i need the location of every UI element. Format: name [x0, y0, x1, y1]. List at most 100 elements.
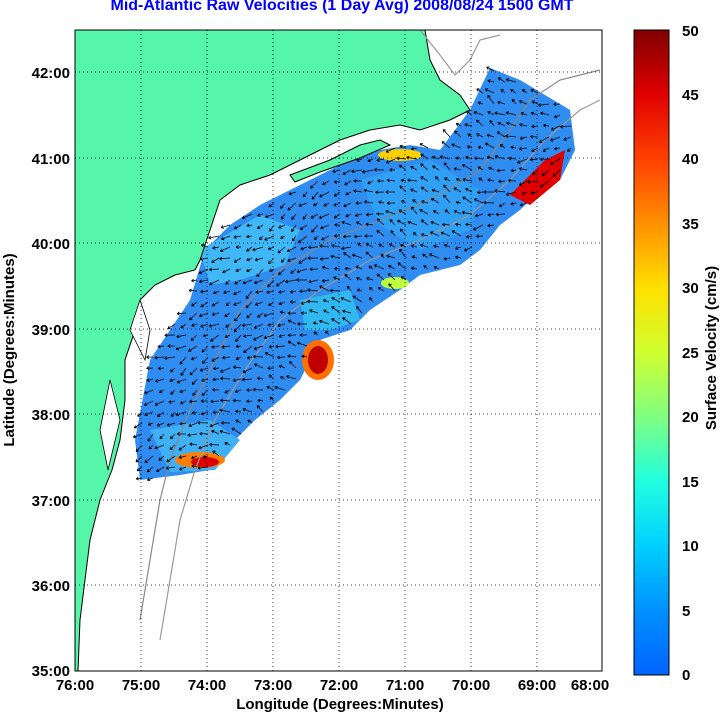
- velocity-arrow: [264, 352, 275, 358]
- velocity-arrow: [222, 268, 231, 274]
- velocity-arrow: [451, 143, 462, 149]
- velocity-arrow: [179, 356, 187, 365]
- velocity-arrow: [498, 179, 506, 184]
- velocity-arrow: [212, 410, 220, 415]
- velocity-arrow: [333, 180, 341, 184]
- velocity-arrow: [369, 286, 374, 292]
- field-patch-1: [200, 215, 300, 285]
- velocity-arrow: [287, 340, 297, 347]
- velocity-arrow: [211, 301, 220, 307]
- velocity-arrow: [299, 224, 308, 230]
- velocity-arrow: [157, 344, 165, 349]
- colorbar-tick-label: 0: [682, 667, 690, 684]
- velocity-arrow: [212, 450, 220, 457]
- x-tick-label: 76:00: [56, 677, 94, 694]
- velocity-arrow: [212, 377, 220, 382]
- velocity-arrow: [299, 289, 308, 294]
- velocity-arrow: [342, 317, 352, 325]
- velocity-arrow: [313, 331, 319, 336]
- velocity-arrow: [497, 121, 506, 127]
- y-tick-label: 38:00: [32, 407, 70, 424]
- velocity-arrow: [298, 202, 308, 207]
- velocity-arrow: [199, 279, 209, 284]
- velocity-arrow: [175, 345, 187, 351]
- x-tick-label: 68:00: [571, 677, 609, 694]
- velocity-arrow: [422, 253, 429, 259]
- velocity-arrow: [242, 279, 253, 285]
- velocity-arrow: [202, 333, 209, 338]
- velocity-arrow: [241, 377, 253, 382]
- velocity-arrow: [278, 224, 286, 229]
- velocity-arrow: [342, 234, 352, 239]
- velocity-arrow: [241, 213, 253, 220]
- velocity-arrow: [519, 202, 528, 207]
- velocity-arrow: [166, 422, 176, 427]
- velocity-arrow: [210, 334, 220, 342]
- velocity-arrow: [419, 209, 429, 215]
- velocity-arrow: [267, 323, 275, 327]
- velocity-arrow: [410, 266, 418, 271]
- velocity-arrow: [321, 279, 330, 283]
- velocity-arrow: [234, 389, 242, 393]
- velocity-arrow: [540, 111, 550, 116]
- velocity-arrow: [443, 194, 451, 204]
- velocity-arrow: [267, 366, 275, 371]
- velocity-arrow: [144, 400, 154, 406]
- velocity-arrow: [278, 268, 286, 276]
- velocity-arrow: [357, 242, 363, 248]
- velocity-arrow: [310, 213, 319, 219]
- x-tick-label: 74:00: [188, 677, 226, 694]
- velocity-arrow: [280, 213, 286, 220]
- velocity-arrow: [147, 422, 154, 426]
- velocity-arrow: [518, 180, 528, 186]
- velocity-arrow: [386, 201, 396, 205]
- velocity-arrow: [212, 387, 220, 392]
- velocity-arrow: [144, 411, 154, 417]
- velocity-arrow: [234, 312, 242, 322]
- velocity-arrow: [531, 100, 539, 105]
- velocity-arrow: [497, 100, 506, 105]
- velocity-arrow: [377, 287, 385, 292]
- velocity-arrow: [420, 163, 429, 171]
- velocity-arrow: [329, 288, 341, 293]
- velocity-arrow: [220, 420, 231, 425]
- velocity-arrow: [246, 246, 253, 252]
- hotspot-2-inner: [191, 457, 219, 467]
- velocity-arrow: [487, 111, 495, 116]
- velocity-arrow: [420, 153, 429, 160]
- velocity-arrow: [252, 354, 264, 359]
- colorbar-tick-label: 5: [682, 603, 690, 620]
- velocity-arrow: [390, 230, 396, 237]
- velocity-arrow: [378, 200, 385, 205]
- velocity-arrow: [287, 354, 297, 358]
- velocity-arrow: [397, 262, 407, 270]
- velocity-arrow: [312, 321, 319, 325]
- velocity-arrow: [423, 265, 429, 270]
- plot-frame: [74, 29, 603, 672]
- velocity-arrow: [367, 180, 374, 185]
- velocity-arrow: [508, 156, 517, 161]
- velocity-arrow: [146, 477, 154, 482]
- velocity-arrow: [432, 165, 440, 171]
- velocity-arrow: [219, 256, 231, 261]
- velocity-arrow: [331, 318, 341, 325]
- velocity-arrow: [351, 169, 363, 174]
- velocity-arrow: [461, 210, 473, 215]
- velocity-arrow: [420, 176, 429, 182]
- velocity-arrows: [132, 66, 572, 482]
- velocity-arrow: [191, 323, 198, 327]
- velocity-arrow: [516, 158, 528, 164]
- velocity-arrow: [330, 254, 341, 259]
- velocity-arrow: [444, 177, 451, 182]
- velocity-arrow: [388, 243, 396, 248]
- velocity-arrow: [519, 123, 528, 127]
- velocity-arrow: [467, 133, 473, 138]
- colorbar-tick-label: 50: [682, 23, 699, 40]
- velocity-arrow: [201, 378, 209, 382]
- colorbar-tick-label: 20: [682, 409, 699, 426]
- y-tick-label: 40:00: [32, 236, 70, 253]
- velocity-arrow: [222, 355, 231, 360]
- velocity-arrow: [559, 124, 572, 129]
- velocity-arrow: [189, 442, 198, 447]
